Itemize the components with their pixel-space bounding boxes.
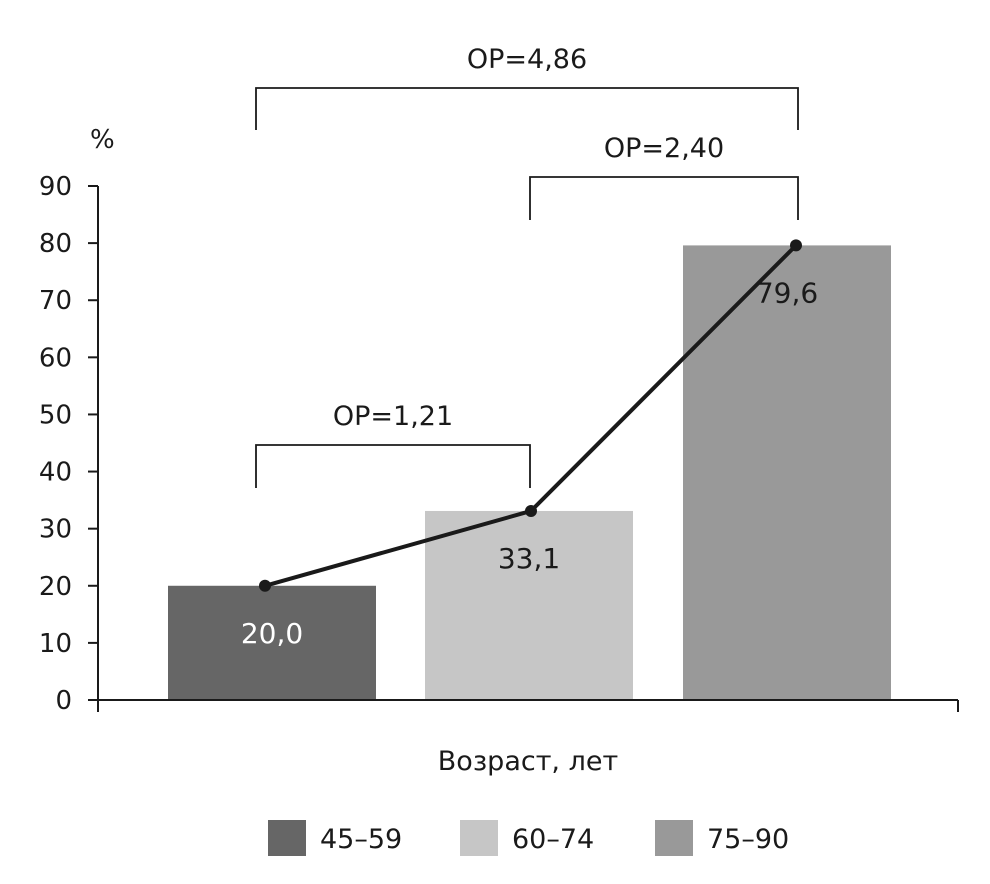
y-tick-label: 80 [39, 229, 72, 259]
trend-point [790, 239, 802, 252]
y-axis-ticks: 0 10 20 30 40 50 60 70 80 90 [39, 172, 98, 716]
x-axis-label: Возраст, лет [438, 746, 618, 777]
annotation-label: ОР=4,86 [467, 44, 587, 75]
y-tick-label: 50 [39, 400, 72, 430]
y-tick-label: 40 [39, 458, 72, 488]
y-tick-label: 70 [39, 286, 72, 316]
annotation-bracket [255, 444, 531, 488]
y-tick-label: 0 [55, 686, 72, 716]
legend-label: 45–59 [320, 824, 402, 855]
y-tick-label: 60 [39, 343, 72, 373]
bars: 20,0 33,1 79,6 [168, 245, 891, 700]
legend-swatch [268, 820, 306, 856]
annotation-bracket [529, 176, 799, 220]
bar-value-label: 79,6 [756, 276, 818, 309]
annotation-label: ОР=1,21 [333, 401, 453, 432]
bar-60–74 [425, 510, 633, 700]
y-tick-label: 20 [39, 572, 72, 602]
annotation-label: ОР=2,40 [604, 133, 724, 164]
trend-point [525, 504, 537, 517]
y-tick-label: 10 [39, 629, 72, 659]
legend-label: 75–90 [707, 824, 789, 855]
annotation-brackets: ОР=4,86 ОР=2,40 ОР=1,21 [255, 44, 799, 488]
legend-label: 60–74 [512, 824, 594, 855]
y-tick-label: 90 [39, 172, 72, 202]
legend: 45–59 60–74 75–90 [268, 820, 789, 856]
y-tick-label: 30 [39, 515, 72, 545]
bar-value-label: 33,1 [498, 542, 560, 575]
bar-45–59 [168, 585, 376, 700]
y-axis-unit: % [90, 125, 115, 155]
legend-swatch [460, 820, 498, 856]
bar-value-label: 20,0 [241, 617, 303, 650]
trend-point [259, 579, 271, 592]
annotation-bracket [255, 87, 799, 130]
bar-75–90 [683, 245, 891, 700]
legend-swatch [655, 820, 693, 856]
trend-line-group [259, 239, 802, 592]
